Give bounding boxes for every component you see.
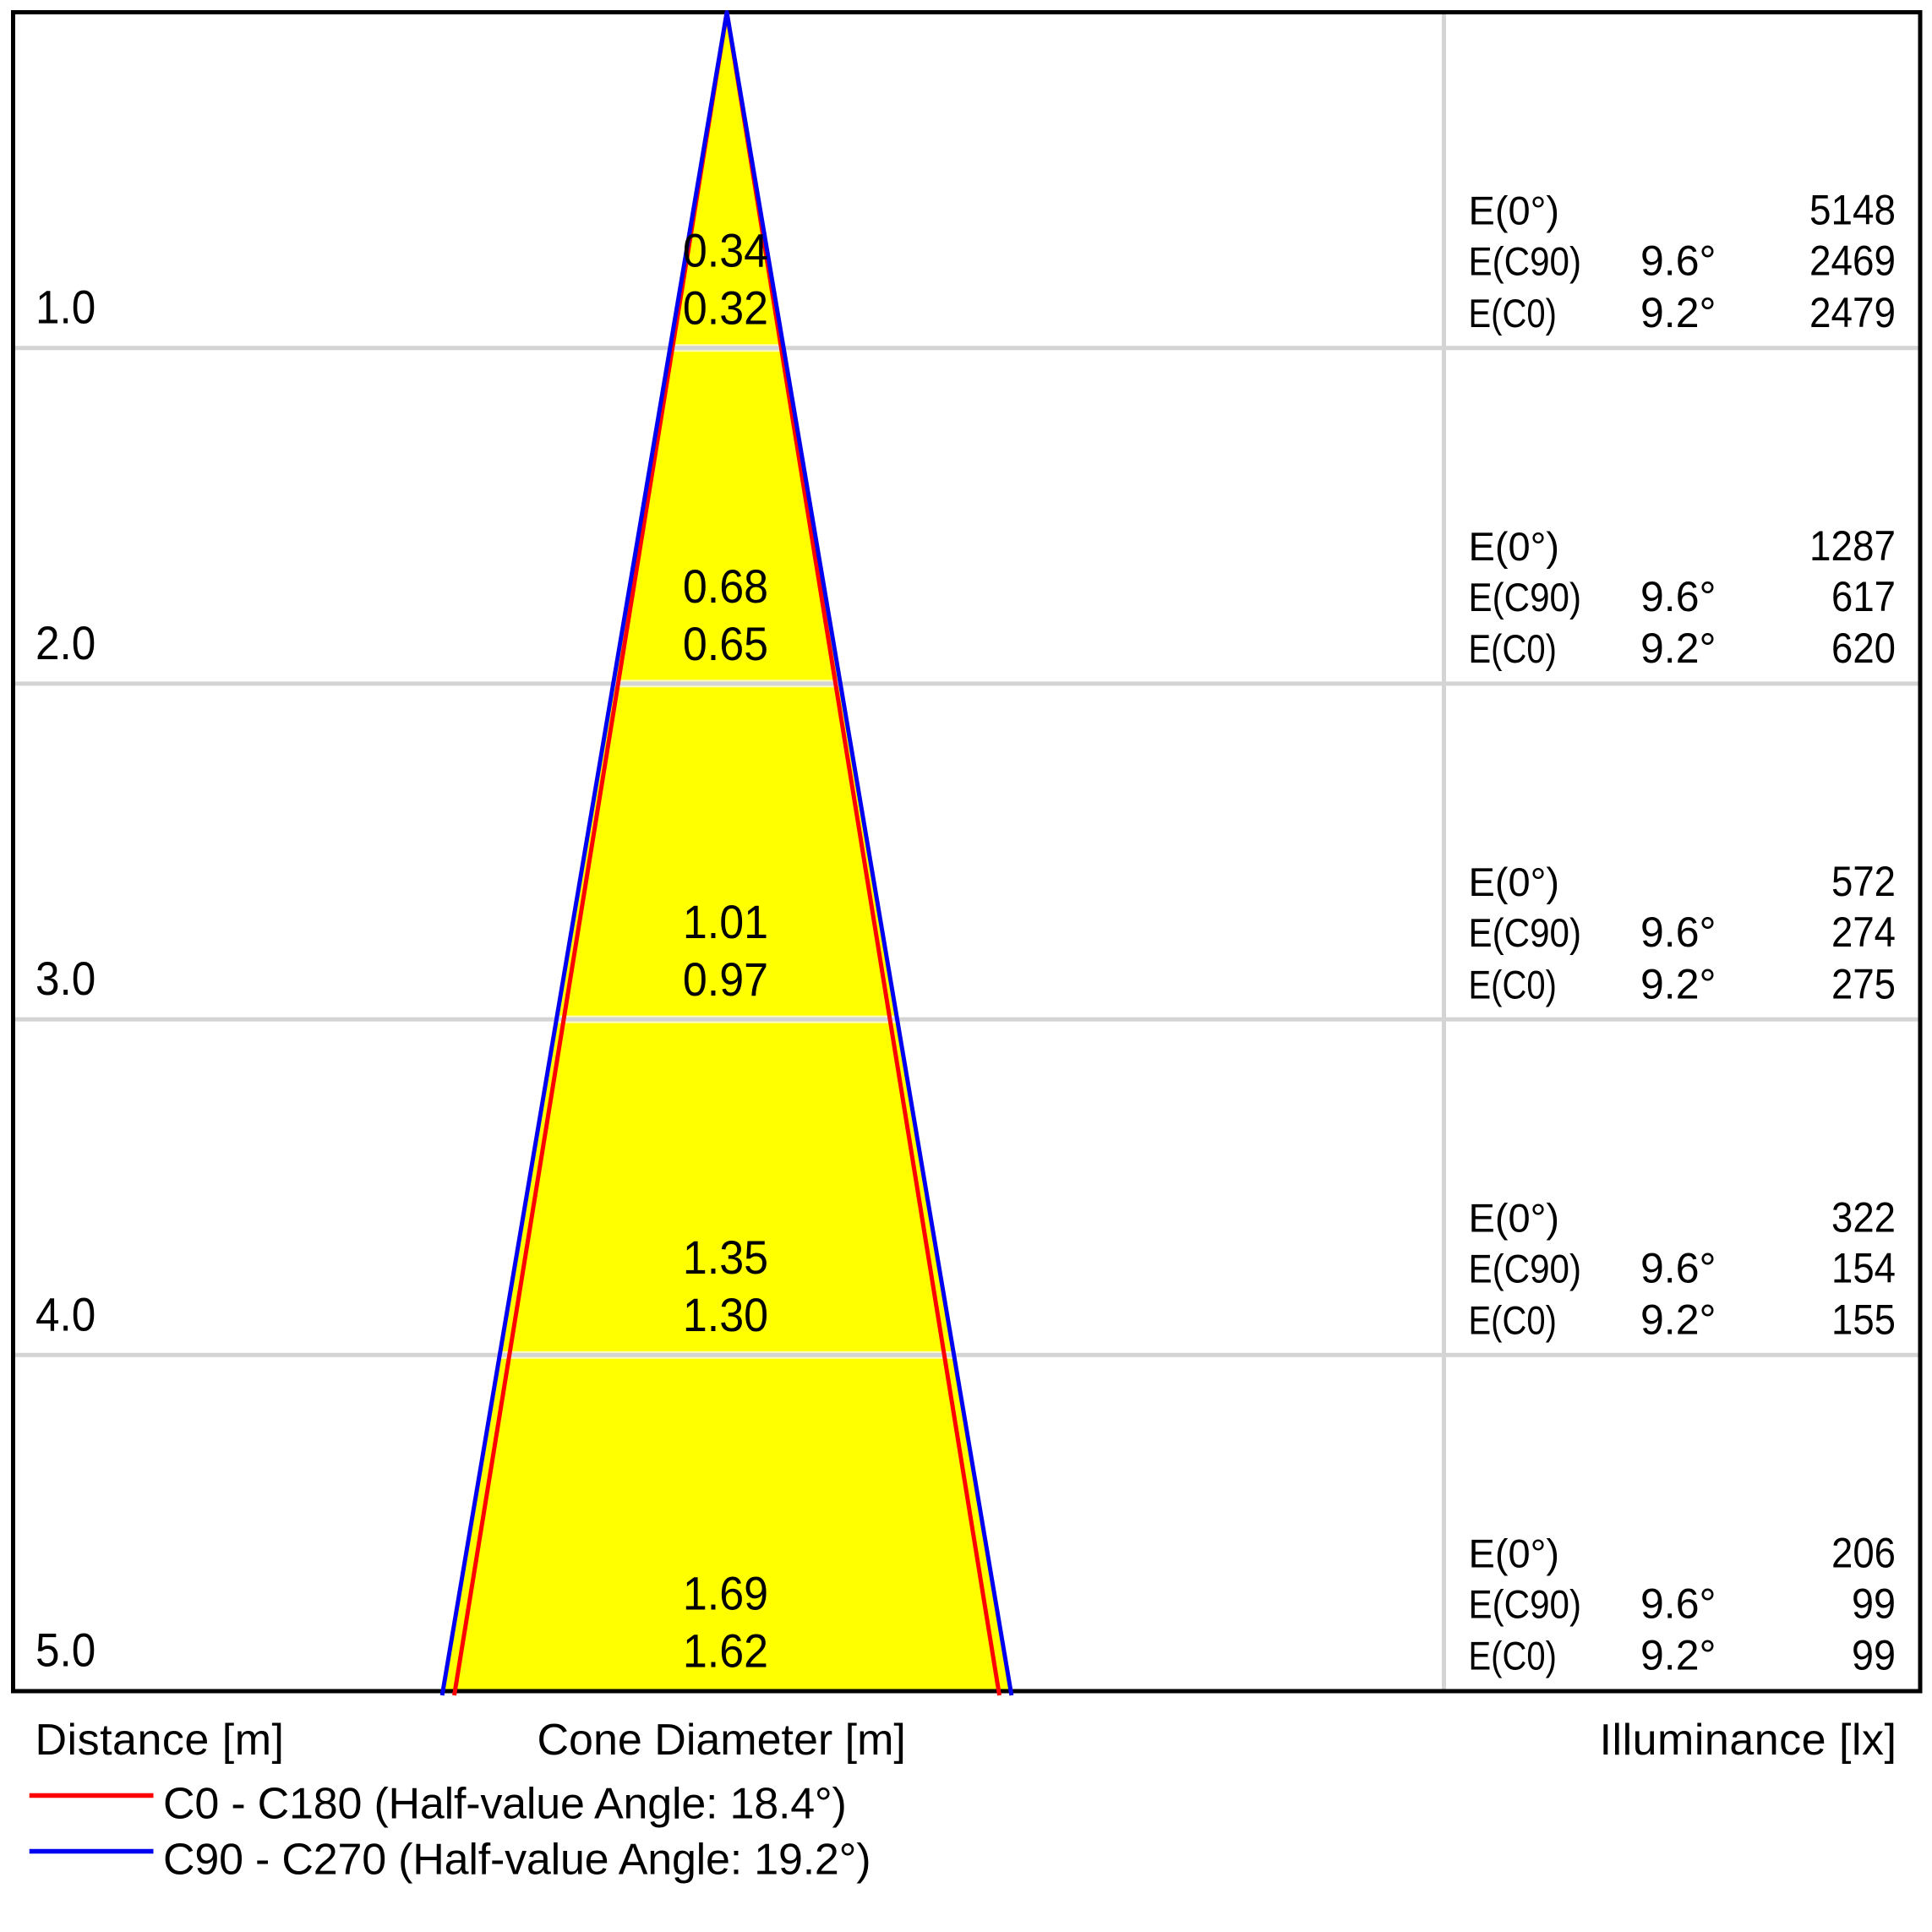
svg-text:E(0°): E(0°)	[1469, 1195, 1560, 1240]
svg-text:3.0: 3.0	[35, 952, 96, 1005]
svg-text:E(C90): E(C90)	[1469, 1246, 1582, 1291]
svg-text:1.62: 1.62	[683, 1624, 768, 1677]
svg-text:99: 99	[1852, 1632, 1896, 1679]
svg-text:9.2°: 9.2°	[1640, 960, 1716, 1007]
svg-text:E(C0): E(C0)	[1469, 626, 1557, 671]
svg-text:2.0: 2.0	[35, 617, 96, 669]
svg-text:1.01: 1.01	[683, 896, 768, 948]
svg-text:C90 - C270 (Half-value Angle:: C90 - C270 (Half-value Angle: 19.2°)	[163, 1835, 870, 1884]
svg-text:9.6°: 9.6°	[1640, 909, 1716, 956]
svg-text:E(C0): E(C0)	[1469, 962, 1557, 1007]
svg-text:E(C90): E(C90)	[1469, 910, 1582, 955]
svg-text:2469: 2469	[1809, 237, 1896, 285]
svg-text:0.68: 0.68	[683, 560, 768, 613]
svg-text:9.6°: 9.6°	[1640, 237, 1716, 285]
svg-text:E(0°): E(0°)	[1469, 1531, 1560, 1576]
svg-text:4.0: 4.0	[35, 1288, 96, 1340]
svg-text:Distance [m]: Distance [m]	[35, 1716, 285, 1765]
svg-text:0.32: 0.32	[683, 282, 768, 335]
svg-text:E(0°): E(0°)	[1469, 860, 1560, 904]
svg-text:Illuminance [lx]: Illuminance [lx]	[1600, 1716, 1897, 1765]
svg-text:9.2°: 9.2°	[1640, 1296, 1716, 1344]
svg-text:1.35: 1.35	[683, 1231, 768, 1284]
svg-text:155: 155	[1831, 1296, 1896, 1344]
svg-text:572: 572	[1831, 858, 1896, 905]
svg-text:154: 154	[1831, 1244, 1896, 1291]
svg-text:E(C0): E(C0)	[1469, 1634, 1557, 1678]
svg-text:9.2°: 9.2°	[1640, 289, 1716, 336]
svg-text:206: 206	[1831, 1530, 1896, 1577]
svg-text:0.97: 0.97	[683, 953, 768, 1006]
svg-text:1287: 1287	[1809, 522, 1896, 570]
svg-text:1.30: 1.30	[683, 1289, 768, 1341]
svg-text:275: 275	[1831, 960, 1896, 1007]
svg-text:Cone Diameter [m]: Cone Diameter [m]	[538, 1716, 906, 1765]
svg-text:5148: 5148	[1809, 187, 1896, 234]
svg-text:1.0: 1.0	[35, 281, 96, 334]
svg-text:9.2°: 9.2°	[1640, 1632, 1716, 1679]
svg-text:C0 - C180 (Half-value Angle: 1: C0 - C180 (Half-value Angle: 18.4°)	[163, 1779, 847, 1828]
svg-text:E(C0): E(C0)	[1469, 291, 1557, 336]
svg-text:1.69: 1.69	[683, 1567, 768, 1619]
svg-text:274: 274	[1831, 909, 1896, 956]
svg-text:E(C0): E(C0)	[1469, 1298, 1557, 1343]
svg-text:99: 99	[1852, 1580, 1896, 1628]
svg-text:E(C90): E(C90)	[1469, 239, 1582, 284]
svg-text:0.65: 0.65	[683, 618, 768, 670]
svg-text:0.34: 0.34	[683, 225, 768, 277]
svg-text:E(C90): E(C90)	[1469, 1582, 1582, 1627]
svg-text:E(C90): E(C90)	[1469, 575, 1582, 619]
svg-text:9.6°: 9.6°	[1640, 573, 1716, 620]
svg-text:5.0: 5.0	[35, 1624, 96, 1677]
svg-text:620: 620	[1831, 625, 1896, 672]
svg-text:E(0°): E(0°)	[1469, 188, 1560, 233]
svg-text:9.6°: 9.6°	[1640, 1580, 1716, 1628]
svg-text:2479: 2479	[1809, 289, 1896, 336]
svg-text:E(0°): E(0°)	[1469, 524, 1560, 569]
svg-text:322: 322	[1831, 1193, 1896, 1241]
svg-text:9.6°: 9.6°	[1640, 1244, 1716, 1291]
svg-text:617: 617	[1831, 573, 1896, 620]
svg-text:9.2°: 9.2°	[1640, 625, 1716, 672]
